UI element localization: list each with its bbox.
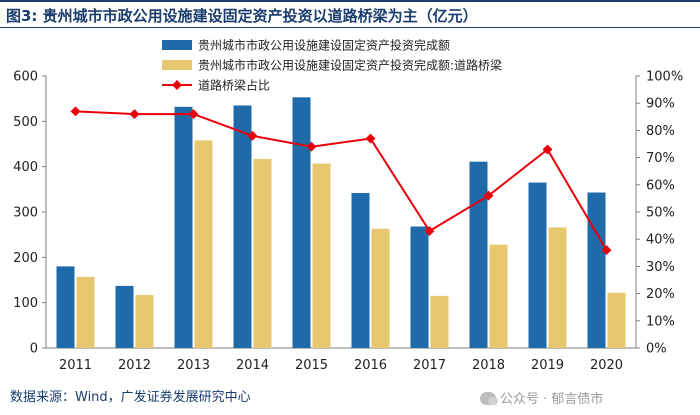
watermark: 公众号 · 郁言债市 (480, 388, 603, 407)
right-axis-tick-label: 40% (646, 233, 675, 248)
line-point-road-bridge-share (188, 109, 199, 120)
line-road-bridge-share (75, 110, 608, 251)
right-axis-tick-label: 100% (646, 70, 683, 85)
bar-total-investment (351, 192, 370, 348)
x-axis-tick-label: 2011 (59, 358, 92, 373)
watermark-text: 公众号 · 郁言债市 (500, 392, 604, 407)
bar-road-bridge-investment (76, 276, 95, 348)
bar-road-bridge-investment (312, 163, 331, 348)
legend-swatch-road-bridge (162, 60, 192, 70)
left-axis-tick-label: 200 (13, 251, 38, 266)
data-source-note: 数据来源：Wind，广发证券发展研究中心 (10, 390, 251, 405)
line-point-road-bridge-share (247, 130, 258, 141)
line-point-road-bridge-share (70, 106, 81, 117)
right-axis-tick-label: 20% (646, 287, 675, 302)
bar-total-investment (410, 226, 429, 348)
left-axis-tick-label: 500 (13, 115, 38, 130)
bar-total-investment (587, 192, 606, 348)
bar-total-investment (115, 285, 134, 348)
right-axis-tick-label: 80% (646, 124, 675, 139)
line-point-road-bridge-share (129, 109, 140, 120)
line-point-road-bridge-share (365, 133, 376, 144)
bar-road-bridge-investment (135, 294, 154, 348)
x-axis-tick-label: 2016 (354, 358, 387, 373)
x-axis-tick-label: 2020 (590, 358, 623, 373)
x-axis-tick-label: 2019 (531, 358, 564, 373)
right-axis-tick-label: 0% (646, 342, 667, 357)
chart-title: 图3: 贵州城市市政公用设施建设固定资产投资以道路桥梁为主（亿元） (6, 7, 478, 25)
right-axis-tick-label: 10% (646, 314, 675, 329)
legend-label-total: 贵州城市市政公用设施建设固定资产投资完成额 (198, 38, 450, 53)
bar-total-investment (292, 97, 311, 348)
left-axis-tick-label: 100 (13, 296, 38, 311)
legend-label-share: 道路桥梁占比 (198, 78, 270, 93)
left-axis-tick-label: 600 (13, 70, 38, 85)
bar-total-investment (56, 266, 75, 348)
x-axis-tick-label: 2013 (177, 358, 210, 373)
x-axis-tick-label: 2012 (118, 358, 151, 373)
bar-road-bridge-investment (194, 140, 213, 348)
right-axis-tick-label: 50% (646, 206, 675, 221)
line-point-road-bridge-share (424, 226, 435, 236)
chart-title-bar: 图3: 贵州城市市政公用设施建设固定资产投资以道路桥梁为主（亿元） (0, 0, 700, 28)
left-axis-tick-label: 400 (13, 160, 38, 175)
line-point-road-bridge-share (601, 245, 612, 256)
bar-road-bridge-investment (548, 227, 567, 348)
bar-road-bridge-investment (253, 158, 272, 348)
x-axis-tick-label: 2017 (413, 358, 446, 373)
bar-road-bridge-investment (430, 295, 449, 348)
line-point-road-bridge-share (483, 190, 494, 201)
bar-total-investment (528, 182, 547, 348)
x-axis-tick-label: 2018 (472, 358, 505, 373)
left-axis-tick-label: 300 (13, 206, 38, 221)
wechat-icon (480, 392, 498, 405)
chart-canvas: 0 100 200 300 400 500 600 0% 10% 20% 30% 40% 50% 60% 7… (13, 38, 683, 374)
bar-total-investment (174, 106, 193, 349)
x-axis-tick-label: 2014 (236, 358, 269, 373)
bar-road-bridge-investment (489, 244, 508, 348)
right-axis-tick-label: 70% (646, 151, 675, 166)
bar-road-bridge-investment (371, 228, 390, 348)
bar-total-investment (469, 161, 488, 348)
right-axis-tick-label: 60% (646, 178, 675, 193)
legend-label-road-bridge: 贵州城市市政公用设施建设固定资产投资完成额:道路桥梁 (198, 58, 502, 73)
bar-road-bridge-investment (607, 292, 626, 348)
x-axis-tick-label: 2015 (295, 358, 328, 373)
legend-swatch-share-marker (172, 80, 182, 90)
bar-total-investment (233, 105, 252, 348)
right-axis-tick-label: 30% (646, 260, 675, 275)
left-axis-tick-label: 0 (30, 342, 38, 357)
line-point-road-bridge-share (542, 144, 553, 155)
legend-swatch-total (162, 40, 192, 50)
line-point-road-bridge-share (306, 141, 317, 152)
right-axis-tick-label: 90% (646, 97, 675, 112)
